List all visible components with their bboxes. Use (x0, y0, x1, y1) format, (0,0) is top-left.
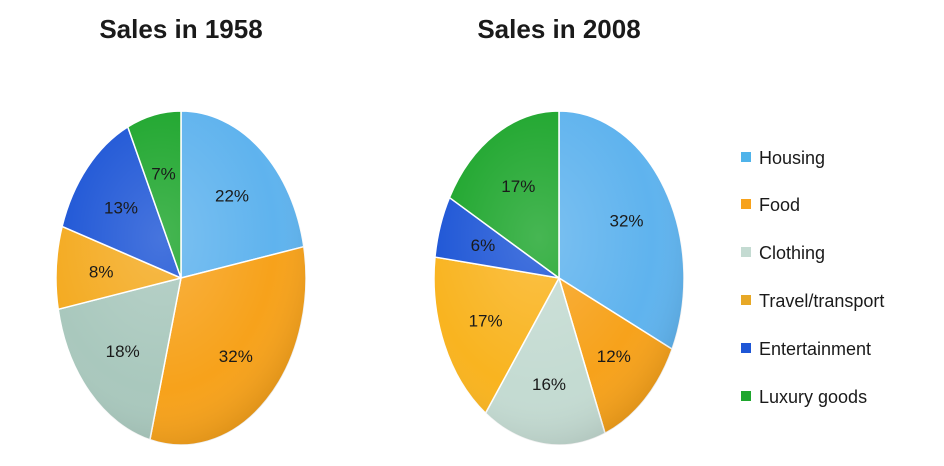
pie-chart-2008: Sales in 2008 32% 12% 16% 17% 6% 17% (433, 14, 685, 446)
legend-swatch (741, 343, 751, 353)
legend-item-luxury-goods: Luxury goods (741, 387, 867, 407)
pie-2008-labels: 32% 12% 16% 17% 6% 17% (469, 177, 644, 394)
legend: Housing Food Clothing Travel/transport E… (741, 148, 884, 407)
legend-item-clothing: Clothing (741, 243, 825, 263)
legend-label: Housing (759, 148, 825, 168)
slice-label-1958-clothing: 18% (106, 342, 140, 361)
legend-label: Entertainment (759, 339, 871, 359)
legend-swatch (741, 295, 751, 305)
legend-swatch (741, 391, 751, 401)
legend-swatch (741, 247, 751, 257)
slice-label-2008-clothing: 16% (532, 375, 566, 394)
legend-item-travel-transport: Travel/transport (741, 291, 884, 311)
slice-label-2008-entertainment: 6% (471, 236, 496, 255)
chart-title-2008: Sales in 2008 (477, 14, 640, 44)
legend-label: Clothing (759, 243, 825, 263)
legend-label: Luxury goods (759, 387, 867, 407)
legend-label: Food (759, 195, 800, 215)
legend-swatch (741, 199, 751, 209)
legend-label: Travel/transport (759, 291, 884, 311)
chart-title-1958: Sales in 1958 (99, 14, 262, 44)
legend-swatch (741, 152, 751, 162)
slice-label-1958-entertainment: 13% (104, 198, 138, 217)
slice-label-1958-travel-transport: 8% (89, 262, 114, 281)
slice-label-1958-luxury-goods: 7% (151, 165, 176, 184)
slice-label-2008-food: 12% (597, 347, 631, 366)
legend-item-housing: Housing (741, 148, 825, 168)
pie-chart-1958: Sales in 1958 22% 32% 18% 8% 13% 7% (55, 14, 307, 446)
pie-1958-labels: 22% 32% 18% 8% 13% 7% (89, 165, 253, 366)
pie-2008-slices (433, 110, 685, 446)
slice-label-2008-luxury-goods: 17% (501, 177, 535, 196)
legend-item-entertainment: Entertainment (741, 339, 871, 359)
slice-label-1958-housing: 22% (215, 187, 249, 206)
legend-item-food: Food (741, 195, 800, 215)
slice-label-1958-food: 32% (219, 347, 253, 366)
slice-label-2008-travel-transport: 17% (469, 311, 503, 330)
slice-label-2008-housing: 32% (609, 212, 643, 231)
